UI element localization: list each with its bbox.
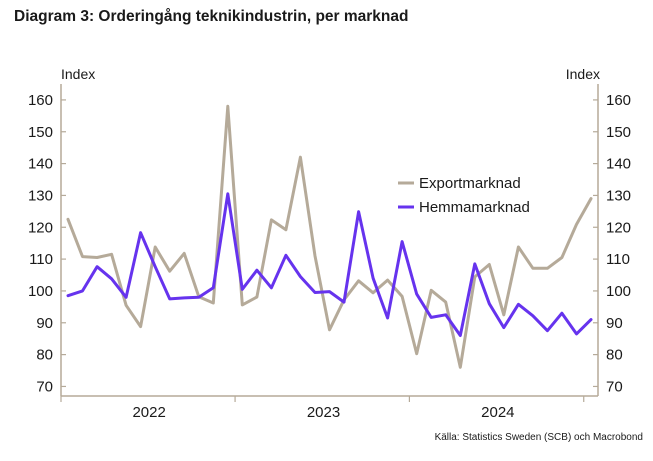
y-tick-label-right: 140 (606, 156, 631, 173)
x-tick-label: 2022 (132, 404, 165, 421)
y-tick-label-left: 140 (28, 156, 53, 173)
y-tick-label-right: 160 (606, 92, 631, 109)
y-tick-label-right: 70 (606, 378, 623, 395)
legend-label: Hemmamarknad (419, 199, 530, 216)
y-tick-label-left: 120 (28, 219, 53, 236)
y-tick-label-left: 70 (36, 378, 53, 395)
y-tick-label-left: 80 (36, 347, 53, 364)
y-tick-label-right: 90 (606, 315, 623, 332)
y-axis-label-right: Index (566, 66, 600, 82)
y-tick-label-right: 120 (606, 219, 631, 236)
y-tick-label-left: 160 (28, 92, 53, 109)
y-tick-label-left: 110 (29, 251, 53, 268)
chart-legend: Exportmarknad Hemmamarknad (398, 175, 530, 216)
y-axis-label-left: Index (61, 66, 95, 82)
y-tick-label-right: 80 (606, 347, 623, 364)
y-tick-label-right: 150 (606, 124, 631, 141)
y-tick-label-right: 100 (606, 283, 631, 300)
chart-title: Diagram 3: Orderingång teknikindustrin, … (14, 8, 409, 25)
source-note: Källa: Statistics Sweden (SCB) och Macro… (434, 432, 643, 443)
y-tick-label-left: 130 (28, 187, 53, 204)
y-tick-label-left: 100 (28, 283, 53, 300)
series-line-hemmamarknad (66, 192, 593, 337)
chart-axes: 70 70 80 80 90 90 100 100 110 110 120 120 130 130 140 1… (28, 66, 631, 421)
x-tick-label: 2024 (481, 404, 514, 421)
y-tick-label-left: 150 (28, 124, 53, 141)
y-tick-label-right: 130 (606, 187, 631, 204)
y-tick-label-left: 90 (36, 315, 53, 332)
legend-label: Exportmarknad (419, 175, 521, 192)
y-tick-label-right: 110 (606, 251, 630, 268)
chart-series (66, 104, 593, 369)
series-line-exportmarknad (66, 104, 593, 369)
x-tick-label: 2023 (307, 404, 340, 421)
